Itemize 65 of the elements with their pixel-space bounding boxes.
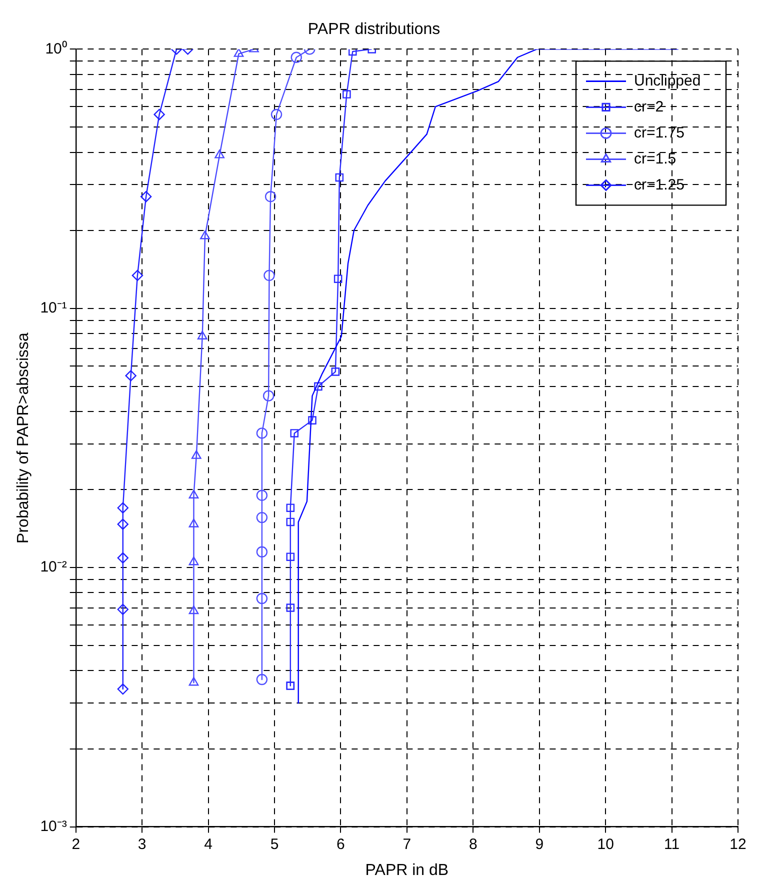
- x-tick-label: 2: [72, 836, 80, 853]
- point: [256, 592, 268, 604]
- point: [290, 52, 302, 63]
- y-tick-label: 10⁻³: [40, 818, 67, 835]
- point: [117, 604, 128, 615]
- chart-title: PAPR distributions: [308, 21, 440, 38]
- point: [140, 190, 152, 202]
- x-tick-label: 8: [468, 836, 478, 853]
- point: [188, 518, 199, 528]
- x-tick-label: 12: [730, 836, 746, 853]
- point: [256, 490, 268, 501]
- point: [286, 552, 295, 562]
- x-axis-title: PAPR in dB: [365, 862, 449, 879]
- point: [264, 190, 276, 202]
- point: [197, 330, 208, 340]
- point: [256, 512, 268, 524]
- x-tick-label: 3: [138, 836, 146, 853]
- point: [270, 108, 282, 120]
- point: [117, 683, 128, 695]
- x-tick-label: 5: [270, 836, 279, 853]
- point: [256, 546, 268, 558]
- x-tick-label: 4: [204, 836, 212, 853]
- y-tick-label: 10⁻²: [40, 558, 67, 576]
- point: [234, 49, 244, 57]
- y-axis-title: Probability of PAPR>abscissa: [15, 332, 32, 544]
- point: [286, 604, 295, 612]
- point: [188, 490, 199, 498]
- point: [331, 368, 340, 376]
- point: [117, 502, 128, 514]
- x-tick-label: 10: [597, 836, 614, 853]
- point: [286, 518, 295, 526]
- legend-label: cr=1.5: [634, 150, 676, 168]
- point: [188, 605, 199, 614]
- y-tick-label: 10⁰: [45, 40, 67, 58]
- point: [188, 556, 199, 566]
- x-tick-label: 7: [402, 836, 412, 853]
- point: [125, 370, 136, 382]
- point: [191, 450, 202, 459]
- legend-label: cr=2: [634, 98, 664, 116]
- legend-label: cr=1.75: [634, 124, 684, 142]
- point: [308, 416, 316, 424]
- x-tick-label: 6: [336, 836, 345, 853]
- point: [214, 150, 224, 158]
- legend-label: cr=1.25: [634, 176, 684, 194]
- y-tick-label: 10⁻¹: [40, 300, 67, 317]
- point: [256, 674, 268, 686]
- point: [256, 428, 268, 439]
- point: [348, 49, 357, 56]
- x-tick-label: 9: [535, 836, 544, 853]
- point: [154, 108, 165, 120]
- point: [188, 677, 199, 686]
- point: [335, 173, 344, 182]
- point: [200, 230, 210, 240]
- point: [264, 270, 275, 282]
- point: [132, 270, 144, 282]
- point: [262, 390, 274, 402]
- x-tick-label: 11: [664, 836, 680, 853]
- point: [314, 382, 322, 391]
- point: [334, 274, 342, 283]
- point: [286, 504, 295, 512]
- point: [117, 552, 128, 564]
- point: [117, 518, 128, 530]
- point: [342, 90, 351, 98]
- point: [290, 429, 299, 438]
- legend-label: Unclipped: [634, 72, 701, 90]
